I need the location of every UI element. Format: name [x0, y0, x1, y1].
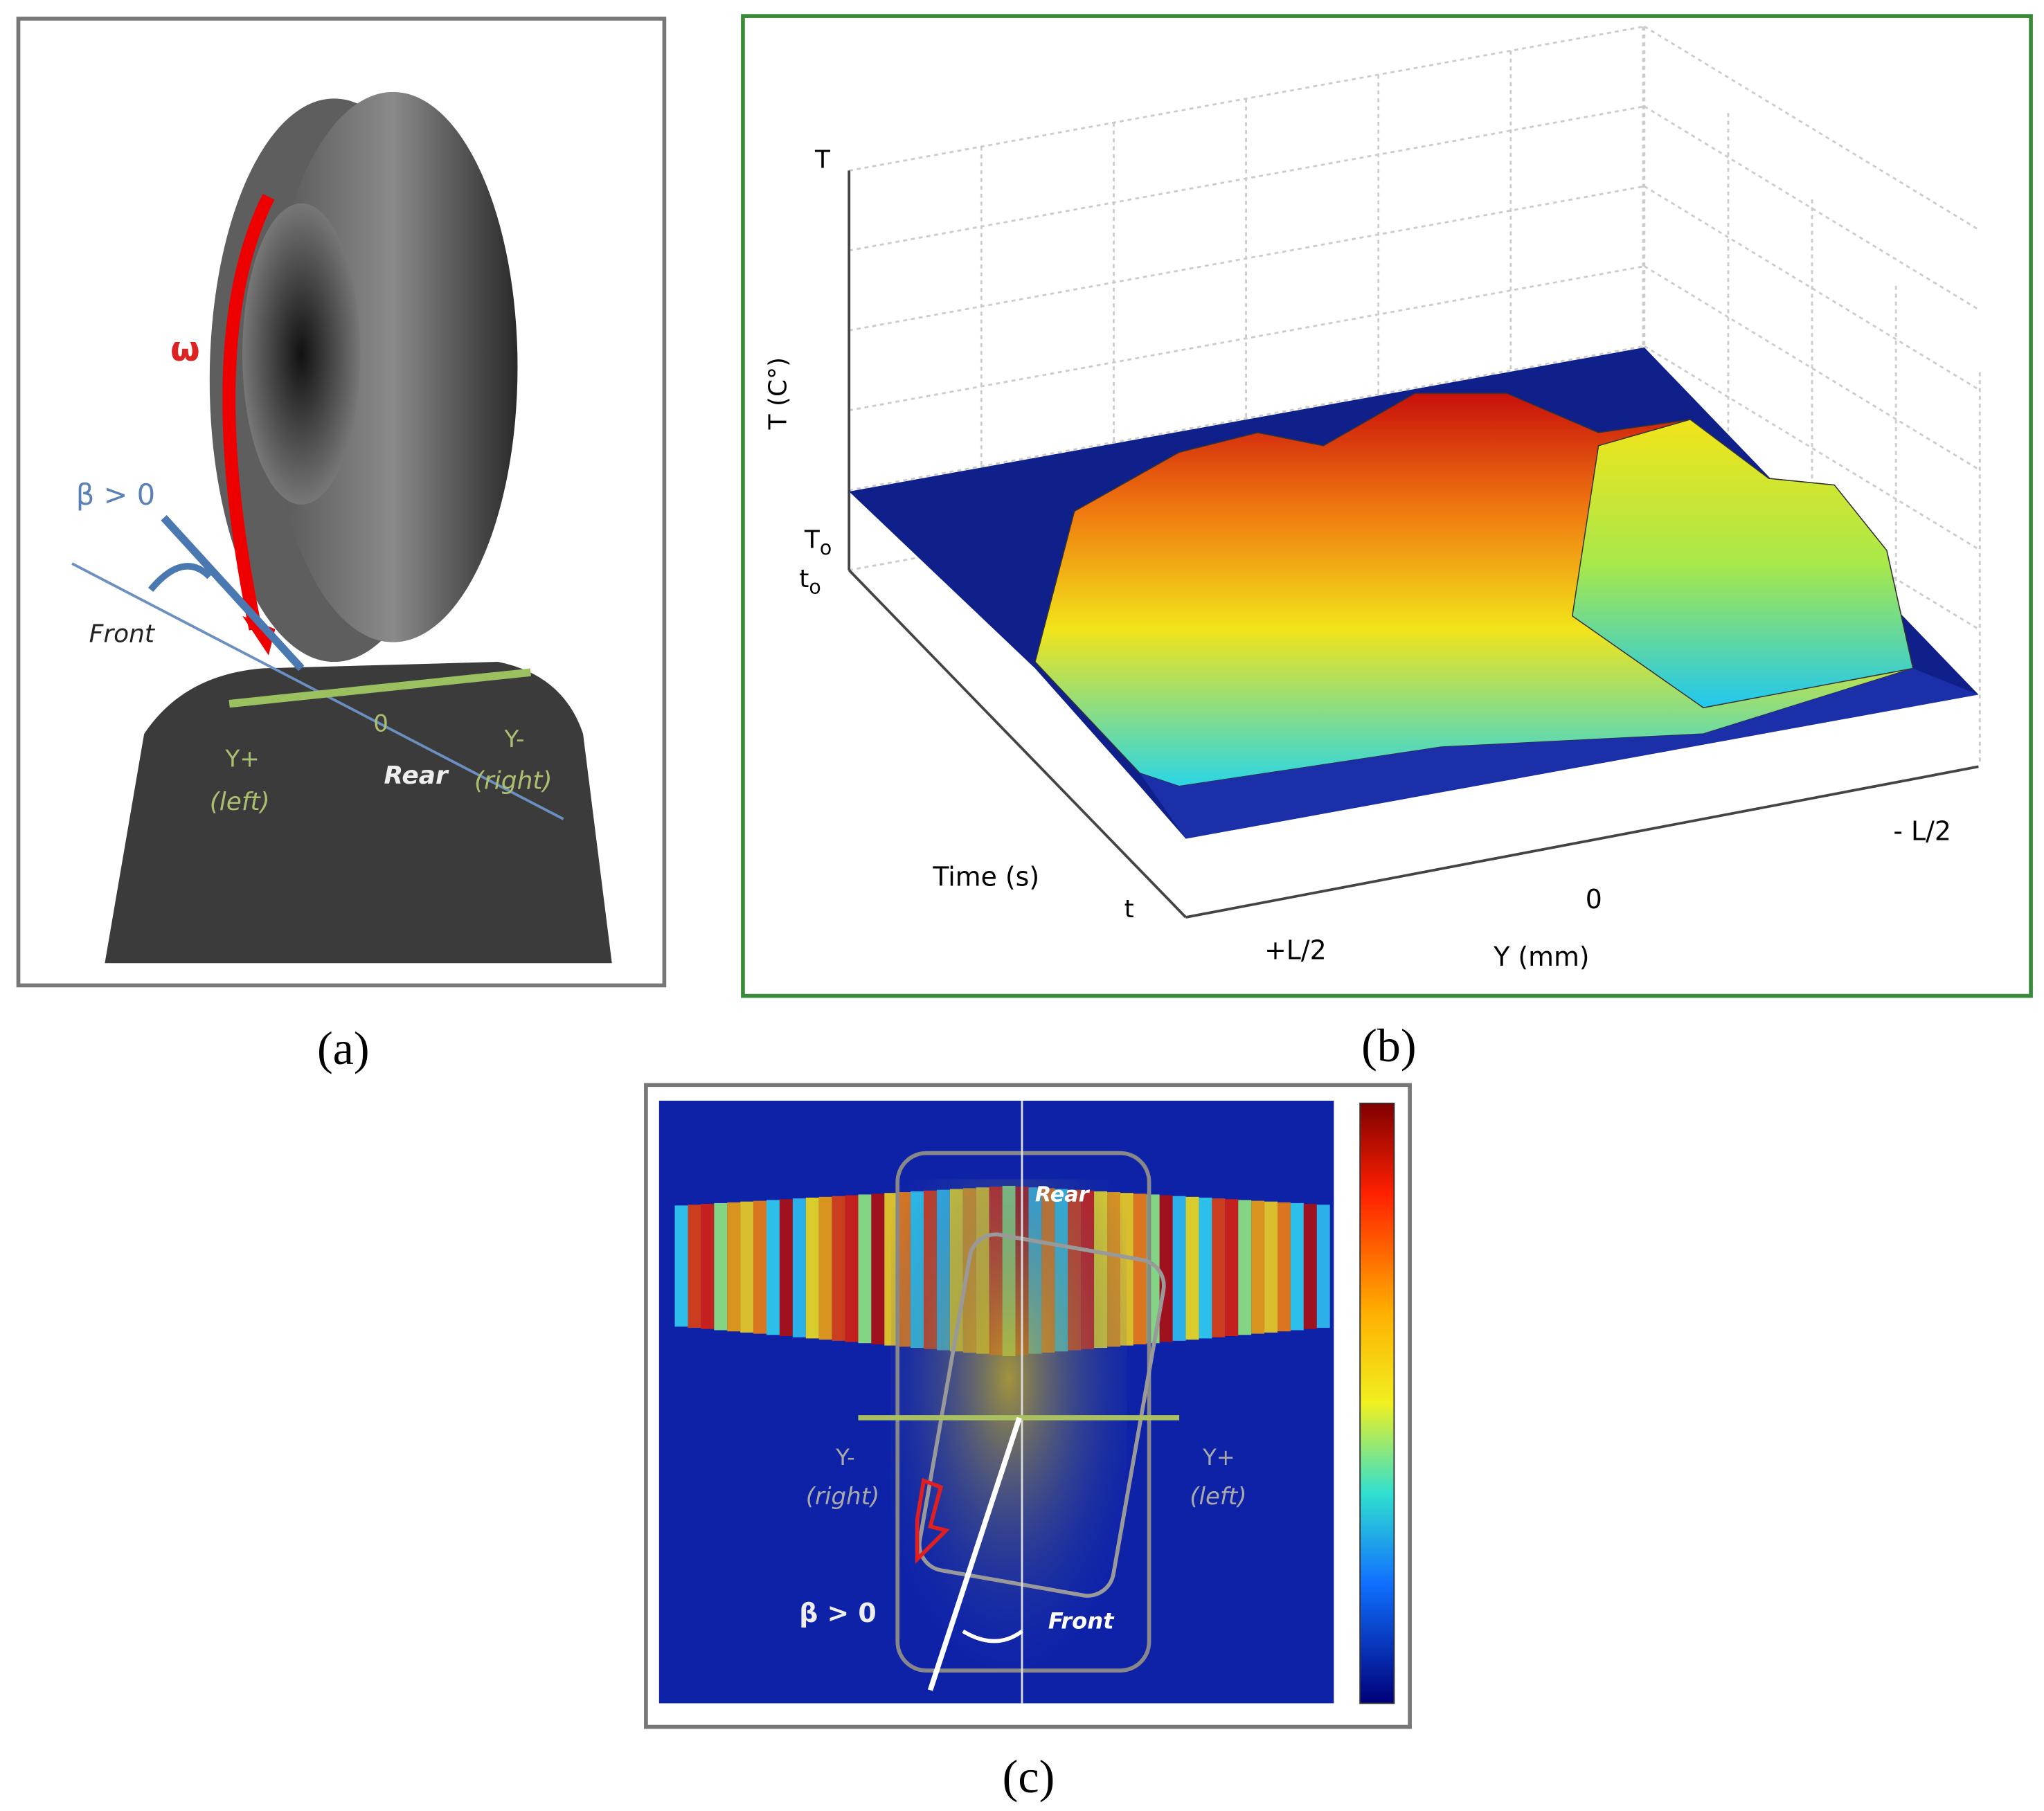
label: Y+	[224, 745, 259, 773]
shape	[1303, 1204, 1317, 1329]
shape	[1140, 668, 1979, 839]
label: (right)	[474, 767, 552, 795]
shape	[1172, 1196, 1186, 1341]
shape	[674, 1205, 688, 1327]
shape	[1571, 419, 1914, 709]
shape	[779, 1199, 793, 1337]
shape: To	[804, 525, 832, 559]
shape	[105, 662, 612, 964]
shape	[1199, 1197, 1212, 1339]
shape	[147, 563, 213, 592]
panel-a: ω β > 0 Front 0 Rear Y+ (left) Y- (right…	[16, 17, 667, 1074]
shape	[1212, 1198, 1226, 1337]
label: T	[814, 146, 831, 174]
shape	[792, 1198, 806, 1337]
label: Y-	[504, 726, 525, 753]
shape	[858, 1194, 872, 1344]
shape	[917, 1232, 1166, 1598]
shape	[1644, 345, 1980, 550]
shape	[848, 25, 1645, 172]
shape: to	[799, 565, 821, 598]
shape	[1644, 265, 1980, 471]
label: o	[809, 576, 821, 599]
shape	[1644, 185, 1980, 390]
label: o	[820, 537, 832, 559]
label: Front	[1048, 1608, 1115, 1634]
label: Y (mm)	[1493, 941, 1589, 972]
shape	[161, 515, 305, 672]
shape	[740, 1201, 754, 1333]
shape	[714, 1202, 728, 1331]
label: ω	[170, 329, 200, 369]
shape	[1290, 1202, 1304, 1331]
shape	[1359, 1102, 1395, 1704]
label: Time (s)	[932, 862, 1039, 892]
shape	[805, 1197, 819, 1339]
shape	[701, 1204, 715, 1329]
label: (b)	[1361, 1019, 1416, 1072]
shape	[871, 1193, 885, 1344]
shape	[1316, 1205, 1330, 1328]
shape	[890, 1179, 1127, 1677]
label: (a)	[317, 1022, 370, 1074]
label: Rear	[384, 762, 449, 790]
label: - L/2	[1893, 816, 1951, 846]
shape	[688, 1205, 701, 1328]
shape	[753, 1200, 766, 1334]
shape	[848, 569, 1187, 919]
shape	[766, 1200, 780, 1335]
shape	[228, 668, 531, 708]
label: 0	[373, 710, 388, 737]
shape	[848, 345, 1645, 492]
label: (left)	[1190, 1483, 1246, 1511]
shape	[242, 203, 361, 505]
shape	[727, 1202, 741, 1332]
shape	[1644, 105, 1980, 311]
shape	[1185, 765, 1979, 919]
panel-b: T T (C°) To to Time (s) t +L/2 0 Y (mm) …	[741, 14, 2033, 1072]
label: (left)	[210, 788, 270, 816]
shape	[818, 1196, 832, 1340]
label: (c)	[1003, 1750, 1055, 1803]
shape	[927, 1416, 1022, 1691]
shape	[1159, 1195, 1173, 1342]
label: β > 0	[76, 478, 155, 512]
label: Rear	[1035, 1183, 1091, 1207]
label: (right)	[806, 1483, 880, 1511]
label: t	[1124, 895, 1134, 923]
shape	[895, 1151, 1151, 1673]
label: 0	[1586, 884, 1602, 914]
label: Y+	[1202, 1444, 1235, 1470]
panel-c: Rear Y- (right) Y+ (left) β > 0 Front (c…	[644, 1083, 1412, 1803]
shape	[1225, 1199, 1239, 1337]
shape	[1644, 26, 1980, 231]
shape	[962, 1629, 1023, 1643]
label: +L/2	[1264, 935, 1327, 966]
label: T (C°)	[764, 357, 792, 430]
shape	[1133, 1193, 1147, 1344]
label: β > 0	[799, 1598, 876, 1628]
label: t	[799, 565, 809, 593]
label: Front	[89, 620, 156, 649]
label: T	[804, 525, 821, 554]
shape	[832, 1196, 845, 1341]
shape	[915, 1477, 950, 1565]
shape	[1264, 1201, 1278, 1333]
shape	[1185, 1196, 1199, 1340]
shape	[1251, 1200, 1265, 1334]
shape	[1238, 1200, 1252, 1335]
shape	[1278, 1202, 1291, 1332]
shape	[222, 194, 275, 631]
shape	[845, 1195, 859, 1342]
label: Y-	[835, 1444, 854, 1470]
